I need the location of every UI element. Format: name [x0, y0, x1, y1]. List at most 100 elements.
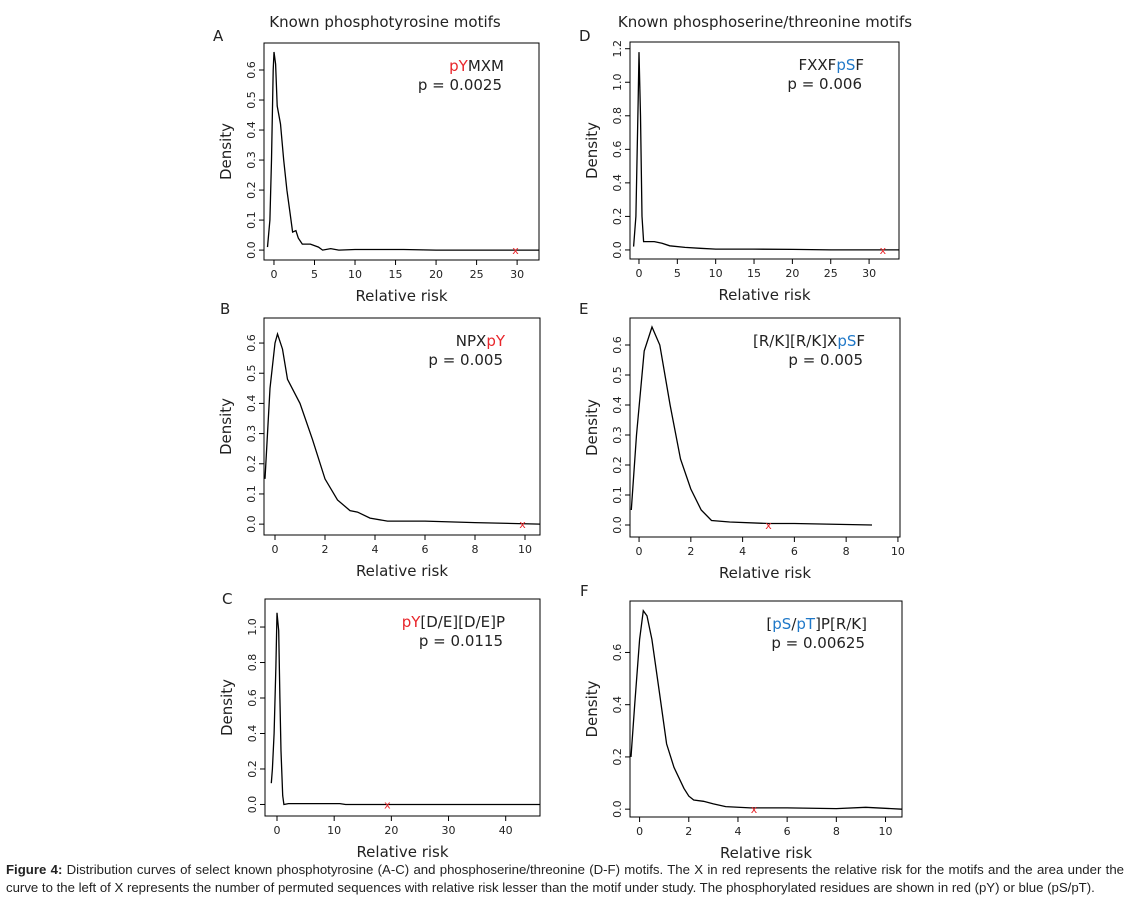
y-tick-label: 0.3 [611, 426, 624, 444]
y-axis-label: Density [583, 680, 601, 737]
motif-label: [pS/pT]P[R/K] [766, 615, 867, 633]
column-header: Known phosphotyrosine motifs [269, 13, 501, 31]
x-tick-label: 20 [785, 267, 799, 280]
x-tick-label: 30 [510, 268, 524, 281]
y-tick-label: 0.2 [611, 456, 624, 474]
motif-label: [R/K][R/K]XpSF [753, 332, 865, 350]
y-tick-label: 0.2 [246, 760, 259, 778]
y-tick-label: 0.5 [245, 91, 258, 109]
x-tick-label: 40 [499, 824, 513, 837]
motif-relative-risk-marker: x [512, 244, 519, 257]
figure-4: Known phosphotyrosine motifs Known phosph… [213, 13, 912, 860]
motif-relative-risk-marker: x [384, 798, 391, 811]
y-tick-label: 0.6 [611, 644, 624, 662]
panel-b: B 0 2 4 6 8 10 0.0 0.1 0.2 0.3 0.4 0.5 0.6 Relative ri… [217, 300, 541, 580]
panel-letter: A [213, 27, 224, 45]
panel-letter: F [580, 582, 589, 600]
x-axis-label: Relative risk [719, 564, 811, 582]
x-tick-label: 6 [791, 545, 798, 558]
y-axis-label: Density [218, 679, 236, 736]
panel-f: F 0 2 4 6 8 10 0.0 0.2 0.4 0.6 Relative risk Density… [580, 582, 903, 860]
x-tick-label: 10 [518, 543, 532, 556]
panel-letter: E [579, 300, 588, 318]
x-axis-label: Relative risk [356, 843, 448, 860]
x-tick-label: 5 [674, 267, 681, 280]
motif-segment: pS [772, 615, 791, 633]
motif-segment: pS [837, 332, 856, 350]
panel-c: C 0 10 20 30 40 0.0 0.2 0.4 0.6 0.8 1.0 Relative ris… [218, 590, 541, 860]
x-tick-label: 15 [389, 268, 403, 281]
figure-caption: Figure 4: Distribution curves of select … [6, 861, 1124, 897]
motif-segment: pT [796, 615, 816, 633]
x-tick-label: 10 [709, 267, 723, 280]
motif-label: FXXFpSF [799, 56, 865, 74]
motif-relative-risk-marker: x [880, 244, 887, 257]
panel-d: D 0 5 10 15 20 25 30 0.0 0.2 0.4 0.6 0.8 1.0 1.2 Relati… [579, 27, 900, 304]
y-tick-label: 0.2 [245, 455, 258, 473]
motif-label: NPXpY [456, 332, 506, 350]
y-axis-label: Density [217, 398, 235, 455]
y-tick-label: 0.4 [611, 174, 624, 192]
x-tick-label: 10 [879, 825, 893, 838]
x-tick-label: 10 [348, 268, 362, 281]
p-value: p = 0.006 [787, 75, 862, 93]
x-tick-label: 30 [442, 824, 456, 837]
x-tick-label: 8 [472, 543, 479, 556]
x-tick-label: 2 [687, 545, 694, 558]
motif-segment: pY [449, 57, 469, 75]
x-tick-label: 2 [322, 543, 329, 556]
density-curve [632, 52, 899, 251]
y-tick-label: 0.6 [245, 334, 258, 352]
p-value: p = 0.00625 [771, 634, 865, 652]
y-tick-label: 0.5 [245, 364, 258, 382]
motif-relative-risk-marker: x [519, 518, 526, 531]
caption-label: Figure 4: [6, 862, 63, 877]
x-tick-label: 2 [685, 825, 692, 838]
y-tick-label: 0.0 [245, 241, 258, 259]
x-tick-label: 20 [429, 268, 443, 281]
x-tick-label: 8 [843, 545, 850, 558]
y-tick-label: 0.0 [245, 515, 258, 533]
x-tick-label: 4 [734, 825, 741, 838]
x-tick-label: 0 [636, 825, 643, 838]
motif-segment: pY [486, 332, 506, 350]
motif-relative-risk-marker: x [751, 803, 758, 816]
y-tick-label: 0.6 [611, 336, 624, 354]
y-tick-label: 0.8 [611, 107, 624, 125]
y-tick-label: 0.6 [246, 689, 259, 707]
y-tick-label: 0.4 [245, 395, 258, 413]
motif-segment: [R/K][R/K]X [753, 332, 837, 350]
x-tick-label: 0 [636, 545, 643, 558]
p-value: p = 0.0115 [419, 632, 503, 650]
x-axis-label: Relative risk [720, 844, 812, 860]
x-axis-label: Relative risk [356, 562, 448, 580]
column-header: Known phosphoserine/threonine motifs [618, 13, 912, 31]
y-axis-label: Density [583, 122, 601, 179]
y-tick-label: 0.0 [611, 516, 624, 534]
y-tick-label: 1.0 [611, 73, 624, 91]
motif-segment: pY [402, 613, 422, 631]
x-tick-label: 8 [833, 825, 840, 838]
x-tick-label: 25 [470, 268, 484, 281]
y-tick-label: 0.0 [611, 800, 624, 818]
panel-a: A 0 5 10 15 20 25 30 0.0 0.1 0.2 0.3 0.4 0.5 0.6 Relati… [213, 27, 540, 305]
p-value: p = 0.005 [428, 351, 503, 369]
caption-text: Distribution curves of select known phos… [6, 862, 1125, 895]
x-tick-label: 0 [270, 268, 277, 281]
x-tick-label: 10 [327, 824, 341, 837]
x-tick-label: 6 [422, 543, 429, 556]
x-tick-label: 4 [372, 543, 379, 556]
density-curve [630, 608, 903, 810]
y-tick-label: 0.1 [245, 485, 258, 503]
x-tick-label: 10 [891, 545, 905, 558]
x-tick-label: 25 [824, 267, 838, 280]
y-tick-label: 0.0 [246, 796, 259, 814]
y-tick-label: 0.5 [611, 366, 624, 384]
x-tick-label: 5 [311, 268, 318, 281]
motif-segment: F [856, 332, 865, 350]
motif-segment: ]P[R/K] [815, 615, 867, 633]
x-axis-label: Relative risk [718, 286, 810, 304]
y-axis-label: Density [583, 399, 601, 456]
motif-segment: MXM [468, 57, 504, 75]
y-tick-label: 0.2 [245, 181, 258, 199]
